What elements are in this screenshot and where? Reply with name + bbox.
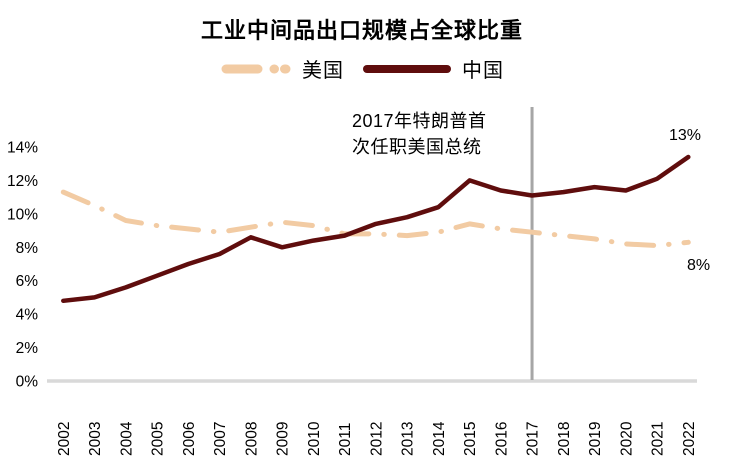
x-axis-tick-label: 2002 [56,422,73,456]
y-axis-tick-label: 8% [16,240,39,257]
legend-item-china: 中国 [362,54,504,83]
x-axis-tick-label: 2019 [587,422,604,456]
x-axis-tick-label: 2010 [306,421,323,456]
china-end-value-label: 13% [669,127,702,144]
x-axis-tick-label: 2021 [650,422,667,456]
x-axis-tick-label: 2017 [525,422,542,456]
x-axis-tick-label: 2022 [681,422,698,456]
y-axis-tick-label: 12% [7,173,38,190]
y-axis-tick-label: 0% [16,374,39,391]
y-axis-tick-label: 10% [7,206,38,223]
x-axis-tick-label: 2018 [556,422,573,456]
chart-legend: 美国 中国 [0,54,724,83]
y-axis-tick-label: 4% [16,307,39,324]
china-series-line [61,154,691,304]
x-axis-tick-label: 2009 [275,422,292,456]
x-axis-tick-label: 2014 [431,421,448,456]
us-line-sample-icon [220,63,292,75]
legend-label-china: 中国 [462,60,504,82]
annotation-line1: 2017年特朗普首 [352,111,487,131]
x-axis-tick-label: 2006 [181,422,198,456]
x-axis-tick-label: 2003 [87,422,104,456]
us-end-value-label: 8% [687,257,711,274]
x-axis-tick-label: 2004 [118,421,135,456]
y-axis-tick-label: 14% [7,140,38,157]
legend-label-us: 美国 [302,60,344,82]
annotation-line2: 次任职美国总统 [352,137,482,157]
trump-2017-annotation: 2017年特朗普首 次任职美国总统 [352,108,487,160]
y-axis-tick-label: 2% [16,340,39,357]
x-axis-tick-label: 2007 [212,422,229,456]
y-axis-tick-label: 6% [16,273,39,290]
x-axis-tick-label: 2012 [368,422,385,456]
x-axis-tick-label: 2011 [337,423,354,456]
x-axis-tick-label: 2015 [462,422,479,456]
x-axis-tick-label: 2016 [493,422,510,456]
x-axis-tick-label: 2013 [400,422,417,456]
x-axis-tick-label: 2008 [243,422,260,456]
us-series-line [60,189,691,249]
legend-item-us: 美国 [220,54,344,83]
x-axis-tick-label: 2020 [618,421,635,456]
china-line-sample-icon [362,63,452,75]
chart-title: 工业中间品出口规模占全球比重 [200,18,523,43]
x-axis-tick-label: 2005 [150,422,167,456]
